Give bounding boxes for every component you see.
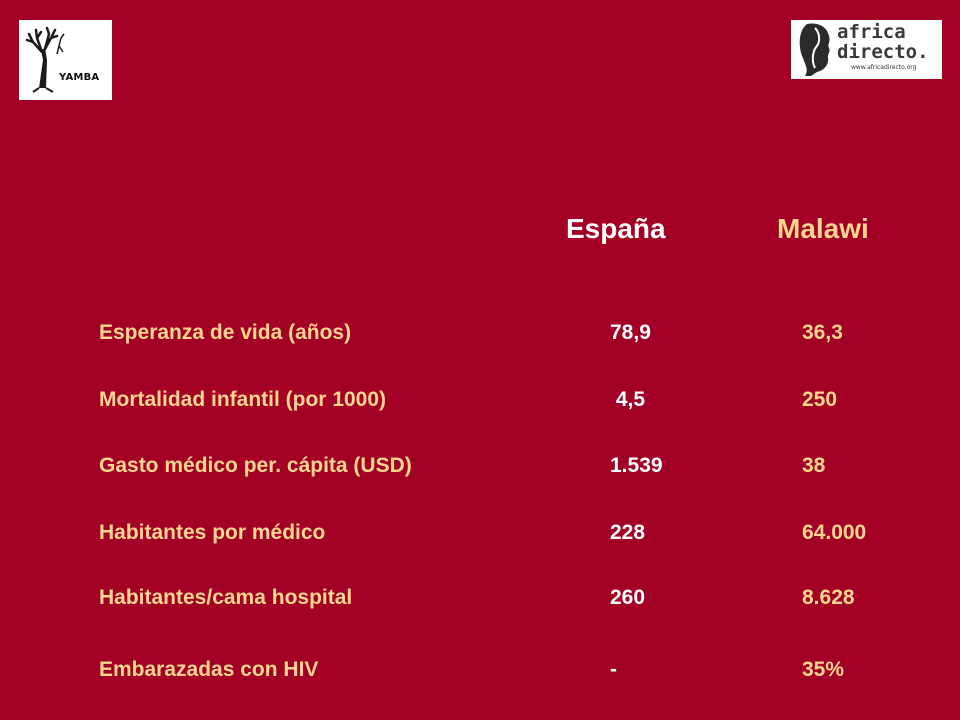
value-espana: 78,9 (610, 321, 651, 344)
value-espana: 260 (610, 586, 646, 609)
value-espana: 4,5 (610, 388, 646, 411)
yamba-logo-text: YAMBA (59, 72, 100, 83)
value-malawi: 8.628 (802, 586, 855, 609)
value-malawi: 36,3 (802, 321, 843, 344)
africa-directo-logo: africa directo. www.africadirecto.org (791, 20, 942, 79)
value-malawi: 250 (802, 388, 838, 411)
row-label: Mortalidad infantil (por 1000) (99, 388, 387, 411)
value-espana: 1.539 (610, 454, 663, 477)
row-label: Embarazadas con HIV (99, 658, 319, 681)
face-profile-icon (799, 23, 830, 76)
row-label: Habitantes/cama hospital (99, 586, 353, 609)
value-malawi: 64.000 (802, 521, 867, 544)
africa-directo-line1: africa (837, 21, 906, 43)
row-label: Gasto médico per. cápita (USD) (99, 454, 412, 477)
africa-directo-line2: directo. (837, 41, 929, 63)
header-malawi: Malawi (777, 213, 869, 244)
value-malawi: 38 (802, 454, 826, 477)
header-espana: España (566, 213, 666, 244)
africa-directo-url: www.africadirecto.org (851, 64, 917, 71)
yamba-logo: YAMBA (19, 20, 112, 100)
row-label: Esperanza de vida (años) (99, 321, 352, 344)
value-malawi: 35% (802, 658, 845, 681)
value-espana: 228 (610, 521, 646, 544)
tree-icon (25, 26, 65, 93)
row-label: Habitantes por médico (99, 521, 326, 544)
value-espana: - (610, 658, 617, 681)
